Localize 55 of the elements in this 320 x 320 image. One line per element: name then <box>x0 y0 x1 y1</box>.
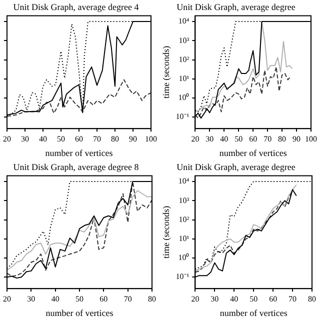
y-tick-label: 10³ <box>178 196 190 205</box>
y-axis-title: time (seconds) <box>160 46 171 99</box>
y-axis-title: time (seconds) <box>160 206 171 259</box>
x-tick-label: 60 <box>75 134 83 144</box>
x-tick-label: 50 <box>76 294 84 304</box>
y-tick-label: 10⁴ <box>178 176 190 186</box>
x-axis-title: number of vertices <box>45 148 114 158</box>
x-tick-label: 50 <box>234 134 243 144</box>
x-tick-label: 30 <box>27 294 36 304</box>
y-tick-label: 10⁻¹ <box>176 272 190 282</box>
x-tick-label: 100 <box>145 134 157 144</box>
x-tick-label: 60 <box>269 294 278 304</box>
x-axis-title: number of vertices <box>219 148 288 158</box>
x-tick-label: 90 <box>129 134 137 144</box>
x-tick-label: 50 <box>57 134 65 144</box>
x-tick-label: 100 <box>305 134 317 144</box>
x-tick-label: 30 <box>206 134 214 144</box>
x-tick-label: 70 <box>124 294 132 304</box>
x-tick-label: 70 <box>288 294 297 304</box>
x-tick-label: 80 <box>308 294 316 304</box>
y-tick-label: 10² <box>178 54 190 64</box>
y-tick-label: 10¹ <box>178 234 190 243</box>
chart-title: Unit Disk Graph, average degree <box>176 162 296 172</box>
y-tick-label: 10⁻¹ <box>176 112 190 122</box>
x-tick-label: 80 <box>148 294 156 304</box>
x-tick-label: 20 <box>191 294 200 304</box>
x-tick-label: 40 <box>51 294 60 304</box>
x-tick-label: 60 <box>100 294 108 304</box>
x-tick-label: 90 <box>292 134 301 144</box>
line-series <box>195 66 292 119</box>
chart-title: Unit Disk Graph, average degree 8 <box>13 162 140 172</box>
y-tick-label: 10³ <box>178 36 190 45</box>
x-tick-label: 80 <box>278 134 286 144</box>
y-tick-label: 10⁰ <box>178 253 190 262</box>
x-tick-label: 30 <box>21 134 29 144</box>
x-tick-label: 80 <box>111 134 119 144</box>
x-axis-title: number of vertices <box>46 308 114 318</box>
x-tick-label: 40 <box>220 134 228 144</box>
chart-title: Unit Disk Graph, average degree <box>176 2 296 12</box>
x-axis-title: number of vertices <box>220 308 288 318</box>
x-tick-label: 70 <box>93 134 101 144</box>
x-tick-label: 20 <box>191 134 200 144</box>
x-tick-label: 40 <box>230 294 238 304</box>
x-tick-label: 20 <box>3 294 11 304</box>
y-tick-label: 10⁴ <box>178 16 190 26</box>
y-tick-label: 10¹ <box>178 74 190 83</box>
y-tick-label: 10⁰ <box>178 93 190 102</box>
x-tick-label: 20 <box>3 134 11 144</box>
x-tick-label: 70 <box>264 134 272 144</box>
x-tick-label: 60 <box>249 134 258 144</box>
x-tick-label: 40 <box>39 134 47 144</box>
x-tick-label: 30 <box>210 294 219 304</box>
chart-title: Unit Disk Graph, average degree 4 <box>13 2 140 12</box>
x-tick-label: 50 <box>250 294 258 304</box>
y-tick-label: 10² <box>178 214 190 224</box>
